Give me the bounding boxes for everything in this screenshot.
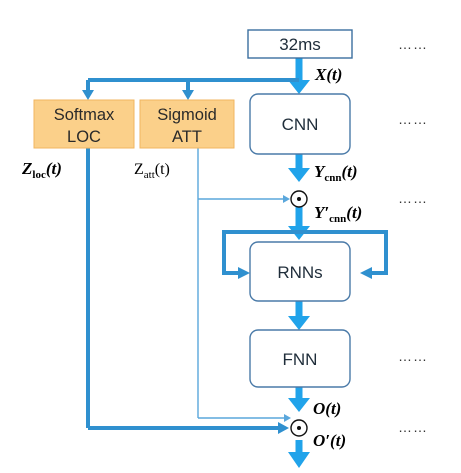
label-z-loc-main: Z xyxy=(21,159,32,178)
elementwise-product-node-2 xyxy=(290,419,308,437)
rnns-box: RNNs xyxy=(249,241,351,302)
cnn-box: CNN xyxy=(249,93,351,155)
arrowhead-att-into-odot-1 xyxy=(283,195,290,203)
input-frame-label: 32ms xyxy=(279,35,321,54)
fnn-box: FNN xyxy=(249,329,351,388)
arrowhead-att-into-odot-2 xyxy=(284,414,291,422)
arrowhead-rnn-right-loop xyxy=(360,267,372,279)
input-frame-box: 32ms xyxy=(247,29,353,59)
ellipsis-row-fnn: …… xyxy=(398,348,428,364)
arrowhead-loc-into-odot xyxy=(278,422,289,434)
label-z-loc-arg: (t) xyxy=(46,159,62,178)
sigmoid-label-line2: ATT xyxy=(172,128,202,146)
label-x-t: X(t) xyxy=(314,65,342,84)
sigmoid-att-box: Sigmoid ATT xyxy=(139,99,235,149)
arrowhead-into-fnn xyxy=(288,316,310,330)
label-o-prime-t: O′(t) xyxy=(313,431,346,450)
elementwise-product-node-1 xyxy=(290,190,308,208)
label-y-cnn-arg: (t) xyxy=(342,162,358,181)
label-y-cnn-prime: Y′cnn(t) xyxy=(314,203,362,225)
label-y-cnn-main: Y xyxy=(314,162,326,181)
label-z-att-main: Z xyxy=(134,161,144,178)
fnn-label: FNN xyxy=(283,350,318,369)
arrowhead-into-softmax xyxy=(82,90,94,100)
sigmoid-label-line1: Sigmoid xyxy=(157,106,217,124)
ellipsis-row-product: …… xyxy=(398,190,428,206)
cnn-label: CNN xyxy=(282,115,319,134)
loc-path xyxy=(86,148,289,434)
label-z-att: Zatt(t) xyxy=(134,161,170,181)
label-o-t: O(t) xyxy=(313,399,341,418)
ellipsis-row-input: …… xyxy=(398,36,428,52)
arrowhead-into-sigmoid xyxy=(182,90,194,100)
arrowhead-final-output xyxy=(288,452,310,468)
softmax-label-line2: LOC xyxy=(67,128,101,146)
rnns-label: RNNs xyxy=(277,263,322,282)
label-y-cnn: Ycnn(t) xyxy=(314,162,358,184)
label-z-loc: Zloc(t) xyxy=(21,159,62,181)
label-y-prime-arg: (t) xyxy=(346,203,362,222)
label-z-att-sub: att xyxy=(144,169,155,181)
att-path xyxy=(197,148,291,422)
ellipsis-row-output: …… xyxy=(398,419,428,435)
rnn-recurrent-loops xyxy=(222,230,388,279)
ellipsis-row-cnn: …… xyxy=(398,111,428,127)
arrowhead-into-odot-2 xyxy=(288,398,310,412)
arrowhead-into-odot-1 xyxy=(288,168,310,182)
label-z-att-arg: (t) xyxy=(155,161,170,178)
rnn-left-loop xyxy=(222,230,299,275)
label-y-prime-main: Y′ xyxy=(314,203,329,222)
label-y-cnn-sub: cnn xyxy=(324,172,341,184)
arrowhead-rnn-left-loop xyxy=(238,267,250,279)
label-y-prime-sub: cnn xyxy=(329,213,346,225)
label-z-loc-sub: loc xyxy=(32,169,46,181)
branch-to-heads xyxy=(82,78,299,100)
arrowhead-into-cnn xyxy=(288,80,310,94)
rnn-right-loop xyxy=(299,230,388,275)
softmax-label-line1: Softmax xyxy=(54,106,115,124)
softmax-loc-box: Softmax LOC xyxy=(33,99,135,149)
